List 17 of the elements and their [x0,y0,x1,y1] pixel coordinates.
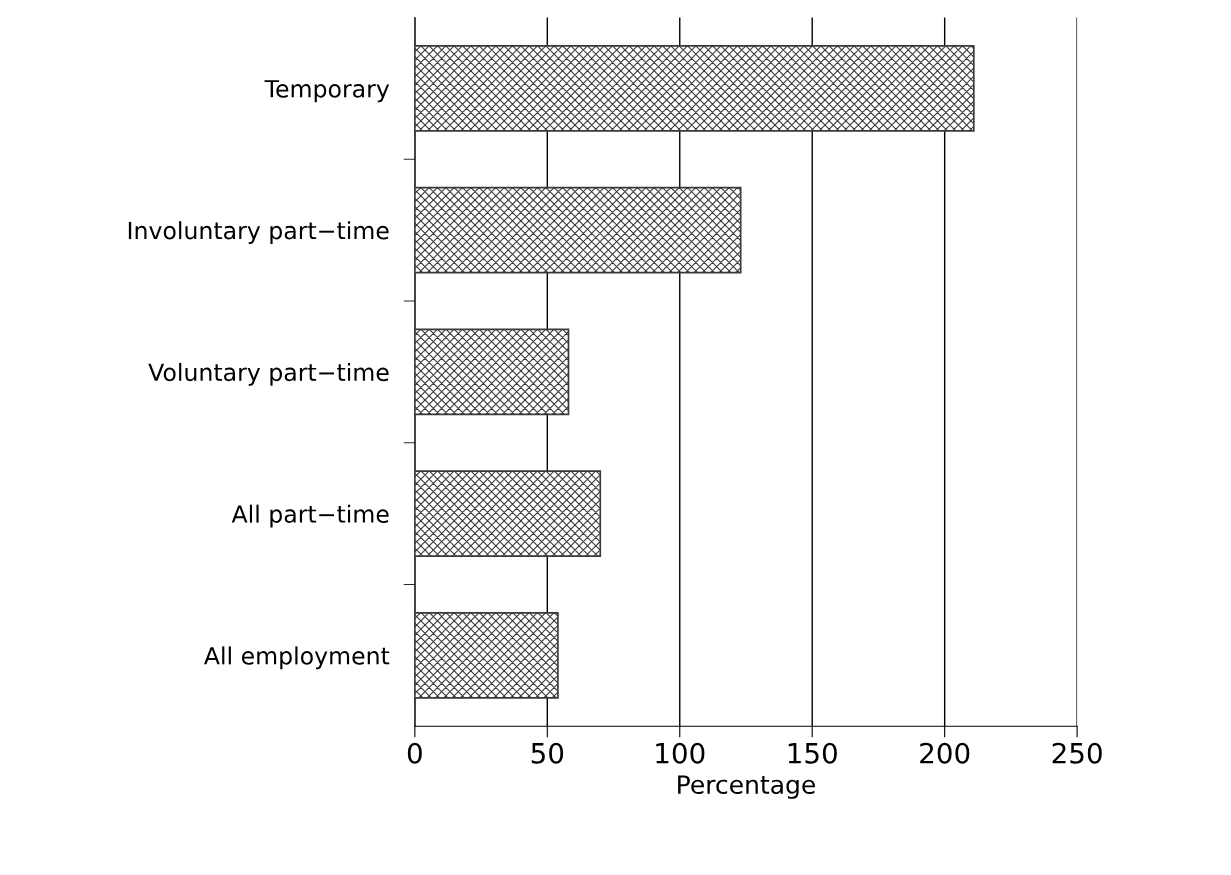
y-tick-label: Voluntary part−time [148,362,389,386]
bar [414,612,559,699]
x-tick-label: 50 [531,742,564,764]
bar [414,328,570,416]
bar [414,45,975,132]
bar [414,470,602,557]
x-tick-label: 150 [788,742,837,764]
y-tick-label: All employment [204,646,390,670]
x-tick-label: 100 [656,742,705,764]
x-tick-label: 200 [920,742,970,764]
x-tick-label: 0 [407,742,422,764]
y-tick-label: Involuntary part−time [128,221,389,245]
bar [414,186,742,274]
x-tick-label: 250 [1052,742,1102,764]
y-tick-label: All part−time [231,504,389,528]
x-axis-title: Percentage [678,775,815,799]
y-tick-label: Temporary [264,80,390,103]
